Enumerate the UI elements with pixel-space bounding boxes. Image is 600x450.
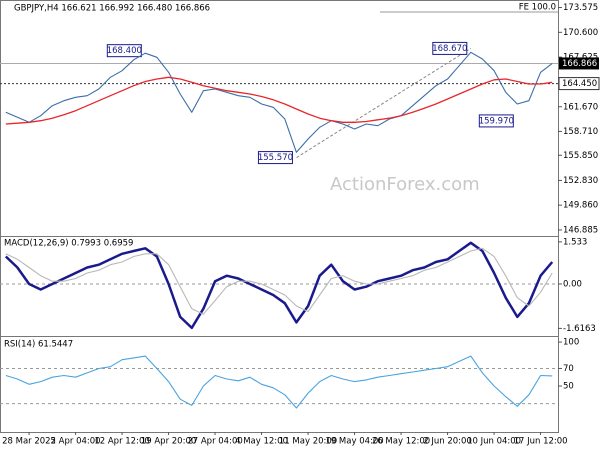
y-tick-label: 152.830 — [563, 176, 598, 186]
level-label: 164.450 — [562, 79, 597, 89]
x-tick-label: 5 Apr 04:00 — [51, 437, 101, 447]
annotation-box — [478, 114, 514, 128]
series-line — [4, 241, 554, 330]
series-line — [5, 247, 553, 315]
price-panel — [0, 0, 559, 237]
y-tick-label: 158.710 — [563, 127, 598, 137]
x-tick-label: 28 Mar 2022 — [2, 437, 56, 447]
y-tick-label: 100 — [563, 338, 579, 348]
y-tick-label: 161.670 — [563, 102, 598, 112]
y-tick-label: 1.533 — [563, 237, 587, 247]
watermark: ActionForex.com — [330, 174, 480, 195]
annotation-label: 168.670 — [432, 44, 467, 54]
annotation-label: 168.400 — [107, 46, 142, 56]
y-tick-label: 155.850 — [563, 151, 598, 161]
y-tick-label: 170.600 — [563, 28, 598, 38]
x-tick-label: 17 Jun 12:00 — [514, 437, 568, 447]
series-line — [5, 51, 553, 153]
y-tick-label: 173.575 — [563, 3, 598, 13]
macd-panel — [0, 236, 559, 337]
panel-title: RSI(14) 61.5447 — [4, 340, 73, 350]
x-tick-label: 4 May 12:00 — [235, 437, 288, 447]
rsi-panel — [0, 336, 559, 433]
x-tick-label: 26 May 12:00 — [372, 437, 430, 447]
y-tick-label: 50 — [563, 382, 574, 392]
annotation-label: 155.570 — [258, 153, 293, 163]
x-tick-label: 10 Jun 04:00 — [467, 437, 521, 447]
x-tick-label: 11 May 20:00 — [279, 437, 337, 447]
y-tick-label: 70 — [563, 364, 574, 374]
y-tick-label: -1.6163 — [563, 324, 596, 334]
price-label: 166.866 — [562, 59, 597, 69]
x-tick-label: 2 Jun 20:00 — [423, 437, 472, 447]
series-line — [5, 355, 553, 409]
x-tick-label: 12 Apr 12:00 — [94, 437, 149, 447]
annotation-label: 159.970 — [479, 116, 514, 126]
annotation-box — [106, 44, 142, 58]
y-tick-label: 0.00 — [563, 279, 582, 289]
x-tick-label: 19 May 04:00 — [325, 437, 383, 447]
annotation-box — [432, 41, 468, 55]
panel-title: MACD(12,26,9) 0.7993 0.6959 — [4, 239, 133, 249]
fe-projection — [296, 47, 472, 159]
price-box — [559, 57, 599, 70]
panel-title: GBPJPY,H4 166.621 166.992 166.480 166.86… — [14, 4, 210, 14]
level-box — [558, 77, 600, 91]
y-tick-label: 149.860 — [563, 201, 598, 211]
annotation-box — [257, 151, 293, 165]
x-tick-label: 19 Apr 20:00 — [141, 437, 196, 447]
x-tick-label: 27 Apr 04:00 — [187, 437, 242, 447]
series-line — [5, 76, 553, 125]
fe-label: FE 100.0 — [519, 3, 556, 13]
y-tick-label: 146.885 — [563, 225, 598, 235]
